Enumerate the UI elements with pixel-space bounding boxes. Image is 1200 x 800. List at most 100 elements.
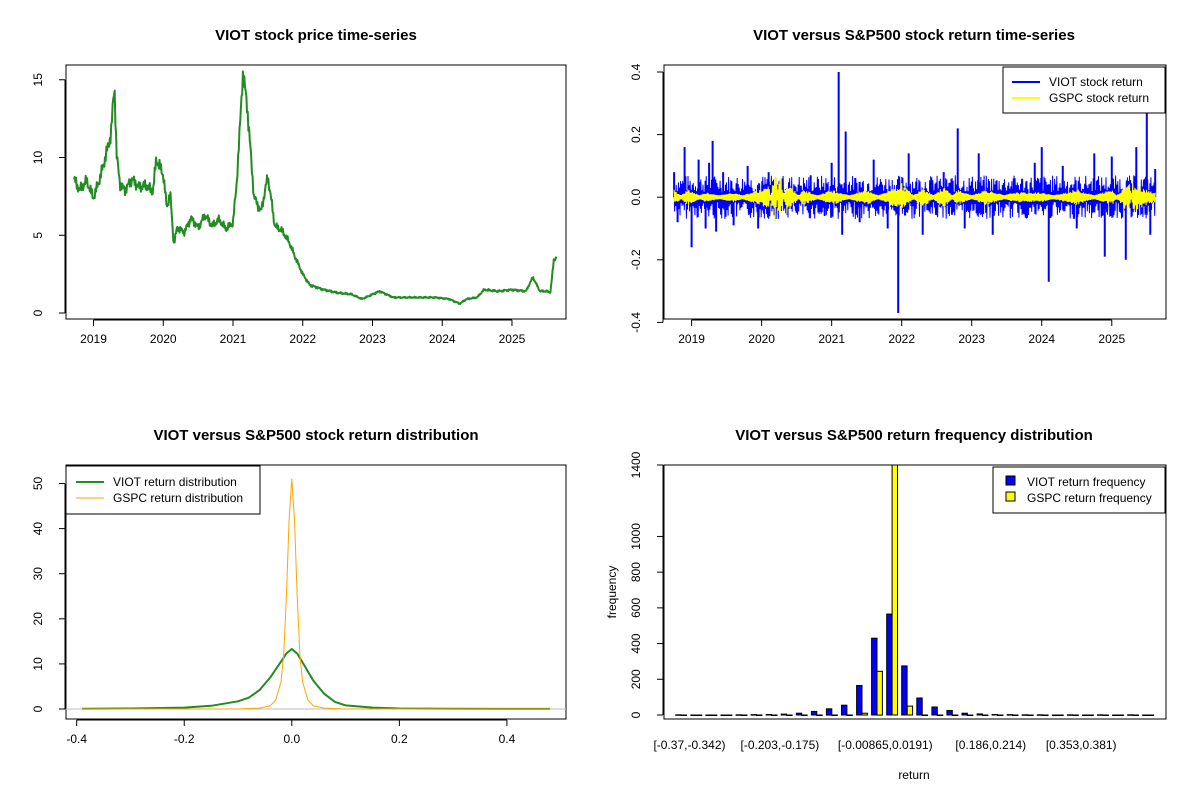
frequency-bar-viot xyxy=(735,714,742,716)
frequency-bar-gspc xyxy=(725,714,733,716)
frequency-bar-viot xyxy=(1082,714,1089,716)
legend-swatch-gspc-frequency xyxy=(1005,491,1016,502)
frequency-y-axis-label: frequency xyxy=(605,566,619,619)
legend-label-gspc-frequency: GSPC return frequency xyxy=(1027,491,1152,505)
returns-y-tick-label: 0.4 xyxy=(629,63,643,80)
frequency-bar-gspc xyxy=(891,464,898,716)
legend-density: VIOT return distribution GSPC return dis… xyxy=(65,465,261,515)
frequency-bar-gspc xyxy=(951,714,959,716)
density-y-tick-label: 20 xyxy=(31,612,45,626)
legend-label-viot-frequency: VIOT return frequency xyxy=(1027,475,1146,489)
frequency-bar-gspc xyxy=(997,714,1004,716)
returns-y-tick-label: -0.4 xyxy=(629,312,643,333)
plot-frame-returns xyxy=(663,64,1167,320)
returns-x-tick-label: 2020 xyxy=(748,332,775,346)
density-line-viot xyxy=(82,648,550,710)
frequency-y-tick-label: 400 xyxy=(629,633,643,653)
frequency-bar-viot xyxy=(961,712,968,716)
legend-label-viot-density: VIOT return distribution xyxy=(113,475,237,489)
density-y-tick-label: 40 xyxy=(31,522,45,536)
frequency-bar-viot xyxy=(1142,714,1149,716)
frequency-bar-viot xyxy=(871,637,878,716)
frequency-x-tick-label: [0.353,0.381) xyxy=(1046,738,1117,752)
frequency-bar-viot xyxy=(1097,714,1104,716)
plot-frame-density xyxy=(65,464,567,720)
frequency-bar-viot xyxy=(780,713,788,716)
frequency-bar-viot xyxy=(765,714,773,716)
density-y-tick-label: 30 xyxy=(31,567,45,581)
frequency-bar-viot xyxy=(991,714,998,716)
frequency-bar-gspc xyxy=(680,714,688,716)
frequency-bar-viot xyxy=(946,710,953,716)
frequency-bar-gspc xyxy=(756,714,763,716)
legend-label-gspc-return: GSPC stock return xyxy=(1049,91,1149,105)
frequency-bar-viot xyxy=(675,714,682,716)
frequency-bar-gspc xyxy=(1072,714,1079,716)
frequency-bars-layer xyxy=(675,464,1155,716)
price-y-tick-label: 0 xyxy=(31,309,45,316)
price-x-tick-label: 2022 xyxy=(289,332,316,346)
price-x-tick-label: 2021 xyxy=(220,332,247,346)
returns-x-tick-label: 2021 xyxy=(818,332,845,346)
frequency-bar-gspc xyxy=(1102,714,1109,716)
density-y-tick-label: 0 xyxy=(31,705,45,712)
price-line-viot xyxy=(73,70,558,306)
frequency-bar-viot xyxy=(720,714,727,716)
frequency-bar-gspc xyxy=(695,714,703,716)
axes-layer: 2019 2020 2021 2022 2023 2024 2025 0 5 10 15 2019 20… xyxy=(31,63,1125,752)
frequency-bar-gspc xyxy=(1057,714,1064,716)
frequency-bar-viot xyxy=(750,714,757,716)
frequency-bar-viot xyxy=(1127,714,1134,716)
returns-x-tick-label: 2023 xyxy=(958,332,985,346)
frequency-y-tick-label: 1400 xyxy=(629,451,643,478)
frequency-bar-viot xyxy=(810,710,818,716)
frequency-bar-gspc xyxy=(921,714,929,716)
frequency-bar-viot xyxy=(1021,714,1029,716)
frequency-bar-gspc xyxy=(846,714,853,716)
frequency-bar-viot xyxy=(1006,714,1014,716)
frequency-bar-viot xyxy=(705,714,712,716)
frequency-x-tick-label: [0.186,0.214) xyxy=(955,738,1026,752)
frequency-bar-gspc xyxy=(786,714,793,716)
density-line-gspc xyxy=(82,478,550,710)
frequency-bar-viot xyxy=(690,714,697,716)
frequency-bar-gspc xyxy=(710,714,718,716)
price-y-tick-label: 15 xyxy=(31,73,45,87)
frequency-bar-gspc xyxy=(1147,714,1155,716)
returns-x-tick-label: 2022 xyxy=(888,332,915,346)
frequency-bar-gspc xyxy=(1042,714,1049,716)
frequency-bar-gspc xyxy=(741,714,748,716)
density-y-tick-label: 50 xyxy=(31,477,45,491)
frequency-bar-viot xyxy=(931,706,938,716)
frequency-bar-viot xyxy=(901,665,908,716)
returns-x-tick-label: 2025 xyxy=(1098,332,1125,346)
frequency-bar-viot xyxy=(1066,714,1074,716)
price-y-tick-label: 5 xyxy=(31,232,45,239)
density-x-tick-label: 0.4 xyxy=(499,732,516,746)
frequency-bar-viot xyxy=(886,613,893,716)
frequency-bar-viot xyxy=(976,713,983,716)
returns-x-tick-label: 2024 xyxy=(1028,332,1055,346)
frequency-bar-viot xyxy=(841,704,848,716)
frequency-bar-viot xyxy=(1112,714,1119,716)
frequency-bar-gspc xyxy=(1087,714,1094,716)
density-x-tick-label: 0.0 xyxy=(283,732,300,746)
frequency-bar-gspc xyxy=(1027,714,1034,716)
returns-x-tick-label: 2019 xyxy=(678,332,705,346)
frequency-bar-gspc xyxy=(816,714,823,716)
price-y-tick-label: 10 xyxy=(31,151,45,165)
frequency-bar-gspc xyxy=(831,714,838,716)
frequency-bar-gspc xyxy=(876,670,883,716)
plot-frame-frequency xyxy=(663,464,1167,720)
frequency-bar-gspc xyxy=(801,714,808,716)
chart-title-frequency: VIOT versus S&P500 return frequency dist… xyxy=(735,427,1093,444)
frequency-bar-gspc xyxy=(861,712,868,716)
returns-y-tick-label: 0.2 xyxy=(629,126,643,143)
chart-title-density: VIOT versus S&P500 stock return distribu… xyxy=(153,427,478,444)
price-x-tick-label: 2019 xyxy=(80,332,107,346)
frequency-x-axis-label: return xyxy=(898,768,929,782)
legend-label-viot-return: VIOT stock return xyxy=(1049,75,1143,89)
frequency-bar-gspc xyxy=(771,714,778,716)
frequency-bar-gspc xyxy=(936,714,944,716)
